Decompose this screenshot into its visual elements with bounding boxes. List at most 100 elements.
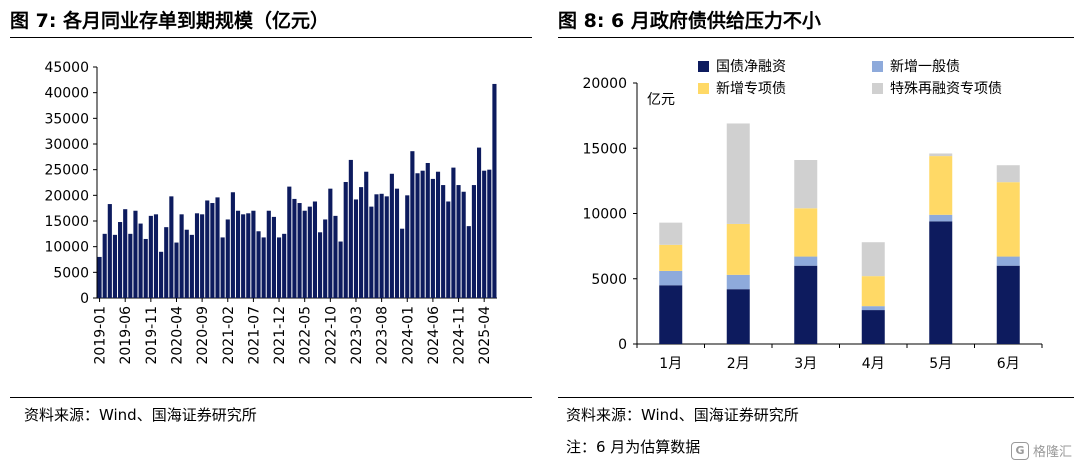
right-bar-segment bbox=[861, 310, 885, 344]
left-bar bbox=[333, 215, 338, 298]
left-chart-title: 图 7: 各月同业存单到期规模（亿元） bbox=[10, 10, 330, 32]
left-bar bbox=[159, 251, 164, 298]
left-bar bbox=[400, 228, 405, 298]
left-bar bbox=[220, 237, 225, 298]
left-bar bbox=[287, 186, 292, 298]
right-bar-segment bbox=[996, 265, 1020, 344]
left-x-tick-label: 2020-04 bbox=[169, 306, 185, 365]
left-x-tick-label: 2019-01 bbox=[93, 306, 109, 365]
left-bar bbox=[359, 187, 364, 298]
left-x-tick-label: 2021-07 bbox=[246, 306, 262, 365]
left-source-rule bbox=[10, 397, 532, 398]
right-bar-segment bbox=[659, 222, 683, 245]
left-bar bbox=[441, 185, 446, 298]
left-bar bbox=[200, 214, 205, 298]
right-bar-segment bbox=[929, 153, 953, 157]
left-bar bbox=[338, 241, 343, 298]
right-bar-segment bbox=[996, 165, 1020, 183]
left-bar bbox=[307, 206, 312, 298]
right-bar-segment bbox=[726, 223, 750, 275]
right-x-tick-label: 2月 bbox=[727, 356, 750, 372]
left-bar bbox=[118, 222, 123, 298]
left-bar bbox=[451, 167, 456, 298]
left-bar bbox=[364, 171, 369, 298]
right-bar-segment bbox=[861, 306, 885, 311]
left-bar bbox=[343, 181, 348, 298]
right-bar-segment bbox=[794, 159, 818, 209]
left-x-tick-label: 2020-09 bbox=[195, 306, 211, 365]
right-bar-segment bbox=[929, 221, 953, 344]
left-y-tick-label: 15000 bbox=[44, 214, 89, 230]
left-bar bbox=[446, 201, 451, 298]
left-x-tick-label: 2021-12 bbox=[272, 306, 288, 365]
right-x-tick-label: 4月 bbox=[862, 356, 885, 372]
left-bar bbox=[97, 256, 102, 298]
left-bar bbox=[471, 185, 476, 298]
left-x-tick-label: 2025-04 bbox=[477, 306, 493, 365]
left-bar bbox=[297, 203, 302, 298]
left-bar bbox=[235, 210, 241, 298]
right-x-tick-label: 6月 bbox=[997, 356, 1020, 372]
left-bar bbox=[107, 204, 112, 298]
left-x-tick-label: 2023-03 bbox=[349, 306, 365, 365]
left-bar bbox=[174, 242, 179, 298]
right-bar-segment bbox=[726, 289, 750, 344]
right-bar-segment bbox=[861, 242, 885, 277]
left-bar bbox=[353, 199, 359, 298]
left-y-tick-label: 25000 bbox=[44, 163, 89, 179]
left-bar bbox=[169, 196, 174, 298]
left-bar bbox=[138, 223, 143, 298]
left-bar bbox=[379, 193, 384, 298]
left-bar bbox=[318, 232, 323, 298]
left-bar bbox=[246, 213, 251, 298]
left-x-tick-label: 2019-11 bbox=[144, 306, 160, 365]
left-x-tick-label: 2024-06 bbox=[426, 306, 442, 365]
left-y-tick-label: 40000 bbox=[44, 86, 89, 102]
right-y-tick-label: 15000 bbox=[582, 141, 627, 157]
right-legend-swatch bbox=[698, 61, 709, 72]
left-bar bbox=[143, 238, 148, 298]
right-note-text: 注：6 月为估算数据 bbox=[566, 438, 701, 456]
left-y-tick-label: 20000 bbox=[44, 188, 89, 204]
right-x-tick-label: 3月 bbox=[794, 356, 817, 372]
right-y-unit-label: 亿元 bbox=[647, 92, 675, 108]
right-bar-segment bbox=[659, 285, 683, 344]
right-bar-segment bbox=[659, 270, 683, 286]
left-bar bbox=[123, 209, 128, 298]
left-bar-chart: 0 5000 10000 15000 20000 25000 30000 35000 40000… bbox=[44, 60, 497, 365]
left-x-tick-label: 2024-11 bbox=[452, 306, 468, 365]
left-x-tick-label: 2019-06 bbox=[118, 306, 134, 365]
right-bar-segment bbox=[726, 123, 750, 224]
left-bar bbox=[302, 210, 307, 298]
left-bar bbox=[128, 233, 133, 298]
right-x-tick-label: 1月 bbox=[659, 356, 682, 372]
right-x-tick-label: 5月 bbox=[929, 356, 952, 372]
left-bar bbox=[405, 195, 410, 298]
watermark-text: 格隆汇 bbox=[1032, 445, 1072, 460]
left-bar bbox=[205, 200, 210, 298]
left-y-tick-label: 35000 bbox=[44, 111, 89, 127]
right-chart-title: 图 8: 6 月政府债供给压力不小 bbox=[558, 10, 821, 32]
left-bar bbox=[256, 231, 261, 298]
right-legend-swatch bbox=[872, 83, 883, 94]
left-bar bbox=[112, 234, 118, 298]
left-bar bbox=[189, 234, 194, 298]
left-bar bbox=[348, 159, 353, 298]
left-y-tick-label: 0 bbox=[80, 291, 89, 307]
right-bar-segment bbox=[996, 182, 1020, 257]
left-bar bbox=[133, 210, 138, 298]
right-bar-segment bbox=[794, 265, 818, 344]
left-x-tick-label: 2023-08 bbox=[375, 306, 391, 365]
left-bar bbox=[323, 219, 328, 298]
left-bar bbox=[466, 226, 471, 298]
left-bar bbox=[487, 169, 492, 298]
watermark-logo-icon: G bbox=[1010, 441, 1029, 460]
left-y-tick-label: 10000 bbox=[44, 240, 89, 256]
left-bar bbox=[148, 215, 153, 298]
left-bar bbox=[251, 210, 256, 298]
left-bar bbox=[179, 214, 184, 298]
left-x-tick-label: 2024-01 bbox=[400, 306, 416, 365]
left-bar bbox=[102, 233, 107, 298]
left-x-tick-label: 2022-10 bbox=[323, 306, 339, 365]
left-bar bbox=[430, 178, 435, 298]
